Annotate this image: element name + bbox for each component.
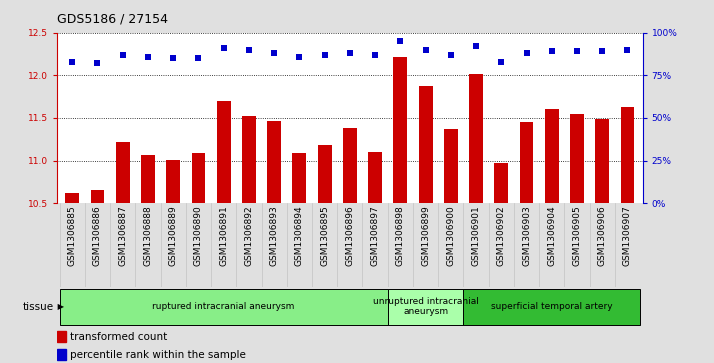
Point <box>243 47 255 53</box>
Point <box>268 50 280 56</box>
Bar <box>166 160 180 203</box>
Point <box>66 59 78 65</box>
Text: GSM1306897: GSM1306897 <box>371 205 380 266</box>
Bar <box>570 114 584 203</box>
Point <box>622 47 633 53</box>
Text: GSM1306898: GSM1306898 <box>396 205 405 266</box>
Point <box>193 55 204 61</box>
Bar <box>494 163 508 203</box>
Bar <box>620 107 635 203</box>
Bar <box>60 289 388 325</box>
Text: GSM1306893: GSM1306893 <box>270 205 278 266</box>
Bar <box>57 331 66 342</box>
Text: GSM1306894: GSM1306894 <box>295 205 304 266</box>
Point <box>571 49 583 54</box>
Bar <box>91 191 104 203</box>
Point <box>546 49 558 54</box>
Bar <box>242 116 256 203</box>
Text: GSM1306907: GSM1306907 <box>623 205 632 266</box>
Bar <box>388 289 463 325</box>
Text: GSM1306885: GSM1306885 <box>68 205 77 266</box>
Bar <box>520 122 533 203</box>
Text: GSM1306889: GSM1306889 <box>169 205 178 266</box>
Bar <box>116 142 130 203</box>
Text: superficial temporal artery: superficial temporal artery <box>491 302 613 311</box>
Bar <box>418 86 433 203</box>
Bar <box>267 121 281 203</box>
Text: transformed count: transformed count <box>70 331 167 342</box>
Text: GSM1306903: GSM1306903 <box>522 205 531 266</box>
Bar <box>469 74 483 203</box>
Point <box>596 49 608 54</box>
Text: GSM1306901: GSM1306901 <box>471 205 481 266</box>
Point <box>420 47 431 53</box>
Bar <box>293 153 306 203</box>
Point <box>218 45 229 51</box>
Text: GSM1306891: GSM1306891 <box>219 205 228 266</box>
Point <box>369 52 381 58</box>
Bar <box>65 193 79 203</box>
Text: ruptured intracranial aneurysm: ruptured intracranial aneurysm <box>153 302 295 311</box>
Text: GSM1306905: GSM1306905 <box>573 205 581 266</box>
Text: ▶: ▶ <box>55 302 64 311</box>
Point <box>395 38 406 44</box>
Point <box>142 54 154 60</box>
Text: GSM1306899: GSM1306899 <box>421 205 430 266</box>
Bar <box>545 110 558 203</box>
Text: tissue: tissue <box>22 302 54 312</box>
Text: GSM1306886: GSM1306886 <box>93 205 102 266</box>
Text: GSM1306896: GSM1306896 <box>346 205 354 266</box>
Bar <box>191 153 206 203</box>
Point <box>117 52 129 58</box>
Text: GSM1306902: GSM1306902 <box>497 205 506 266</box>
Bar <box>141 155 155 203</box>
Bar <box>368 152 382 203</box>
Text: GSM1306895: GSM1306895 <box>320 205 329 266</box>
Point <box>168 55 179 61</box>
Point <box>445 52 456 58</box>
Point <box>471 44 482 49</box>
Bar <box>318 145 331 203</box>
Bar <box>57 349 66 360</box>
Bar <box>343 128 357 203</box>
Bar <box>444 129 458 203</box>
Text: GSM1306906: GSM1306906 <box>598 205 607 266</box>
Point <box>521 50 532 56</box>
Text: GSM1306900: GSM1306900 <box>446 205 456 266</box>
Bar <box>463 289 640 325</box>
Bar <box>217 101 231 203</box>
Text: GSM1306890: GSM1306890 <box>194 205 203 266</box>
Text: GSM1306887: GSM1306887 <box>119 205 127 266</box>
Text: unruptured intracranial
aneurysm: unruptured intracranial aneurysm <box>373 297 478 317</box>
Text: GSM1306892: GSM1306892 <box>244 205 253 266</box>
Bar <box>393 57 407 203</box>
Point <box>496 59 507 65</box>
Text: GSM1306904: GSM1306904 <box>547 205 556 266</box>
Bar <box>595 119 609 203</box>
Point <box>293 54 305 60</box>
Text: GDS5186 / 27154: GDS5186 / 27154 <box>57 13 168 26</box>
Text: GSM1306888: GSM1306888 <box>144 205 153 266</box>
Point <box>319 52 331 58</box>
Point <box>92 61 104 66</box>
Text: percentile rank within the sample: percentile rank within the sample <box>70 350 246 360</box>
Point <box>344 50 356 56</box>
